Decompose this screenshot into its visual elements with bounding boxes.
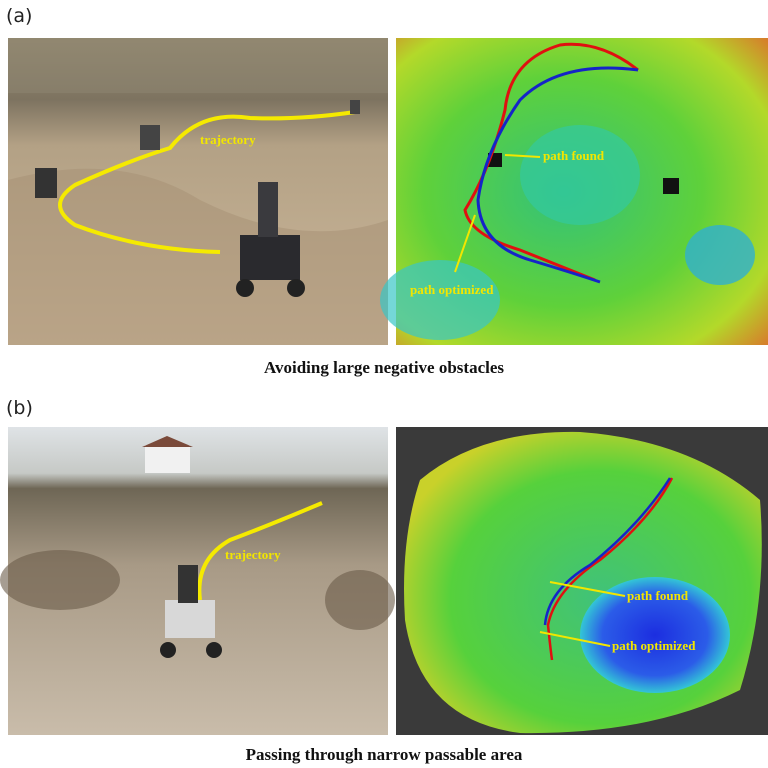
annotation: trajectory — [200, 132, 256, 147]
annotation: path optimized — [612, 638, 696, 653]
photo: trajectory — [0, 427, 395, 735]
map: path found path optimized — [380, 38, 768, 345]
annotation: path found — [543, 148, 605, 163]
annotation: path found — [627, 588, 689, 603]
map: path found path optimized — [396, 427, 768, 735]
annotation: trajectory — [225, 547, 281, 562]
annotation: path optimized — [410, 282, 494, 297]
caption: Avoiding large negative obstacles — [264, 358, 504, 377]
photo: trajectory — [8, 38, 388, 345]
panel-label: (a) — [6, 5, 32, 27]
panel-label: (b) — [6, 397, 33, 419]
figure: (a) trajectory path found path optimized… — [0, 0, 768, 768]
caption: Passing through narrow passable area — [246, 745, 523, 764]
